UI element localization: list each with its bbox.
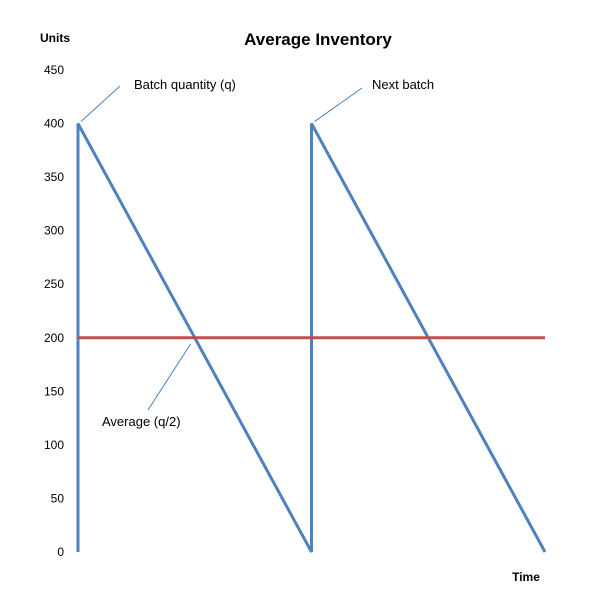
y-tick-label: 250 — [44, 277, 64, 291]
x-axis-label: Time — [512, 570, 540, 584]
annotation-label: Batch quantity (q) — [134, 77, 236, 92]
y-tick-label: 50 — [51, 491, 65, 505]
y-axis-ticks: 0 50 100 150 200 250 300 350 400 450 — [44, 63, 64, 559]
y-tick-label: 200 — [44, 331, 64, 345]
y-tick-label: 0 — [57, 545, 64, 559]
annotation-leader-line — [147, 343, 192, 411]
inventory-line — [76, 122, 547, 553]
y-tick-label: 450 — [44, 63, 64, 77]
y-tick-label: 400 — [44, 117, 64, 131]
annotation-label: Next batch — [372, 77, 434, 92]
annotation-leader-line — [314, 87, 363, 122]
y-tick-label: 150 — [44, 384, 64, 398]
chart-title: Average Inventory — [244, 30, 392, 49]
annotation-leader-line — [80, 85, 121, 122]
y-tick-label: 300 — [44, 224, 64, 238]
annotations-group: Batch quantity (q) Next batch Average (q/2… — [80, 77, 434, 429]
annotation-label: Average (q/2) — [102, 414, 181, 429]
series-group — [76, 122, 547, 553]
y-axis-label: Units — [40, 31, 70, 45]
y-tick-label: 350 — [44, 170, 64, 184]
y-tick-label: 100 — [44, 438, 64, 452]
